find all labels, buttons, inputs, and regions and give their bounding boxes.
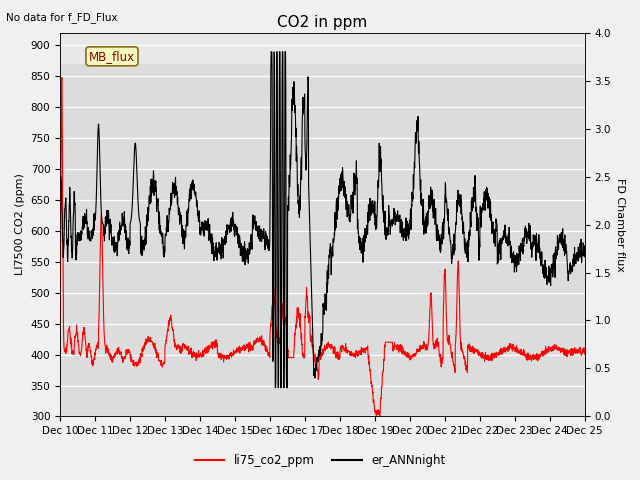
Y-axis label: LI7500 CO2 (ppm): LI7500 CO2 (ppm) xyxy=(15,174,25,276)
Text: MB_flux: MB_flux xyxy=(89,50,135,63)
Y-axis label: FD Chamber flux: FD Chamber flux xyxy=(615,178,625,272)
Text: No data for f_FD_Flux: No data for f_FD_Flux xyxy=(6,12,118,23)
Title: CO2 in ppm: CO2 in ppm xyxy=(277,15,367,30)
Legend: li75_co2_ppm, er_ANNnight: li75_co2_ppm, er_ANNnight xyxy=(190,449,450,472)
Bar xyxy=(60,33,585,63)
